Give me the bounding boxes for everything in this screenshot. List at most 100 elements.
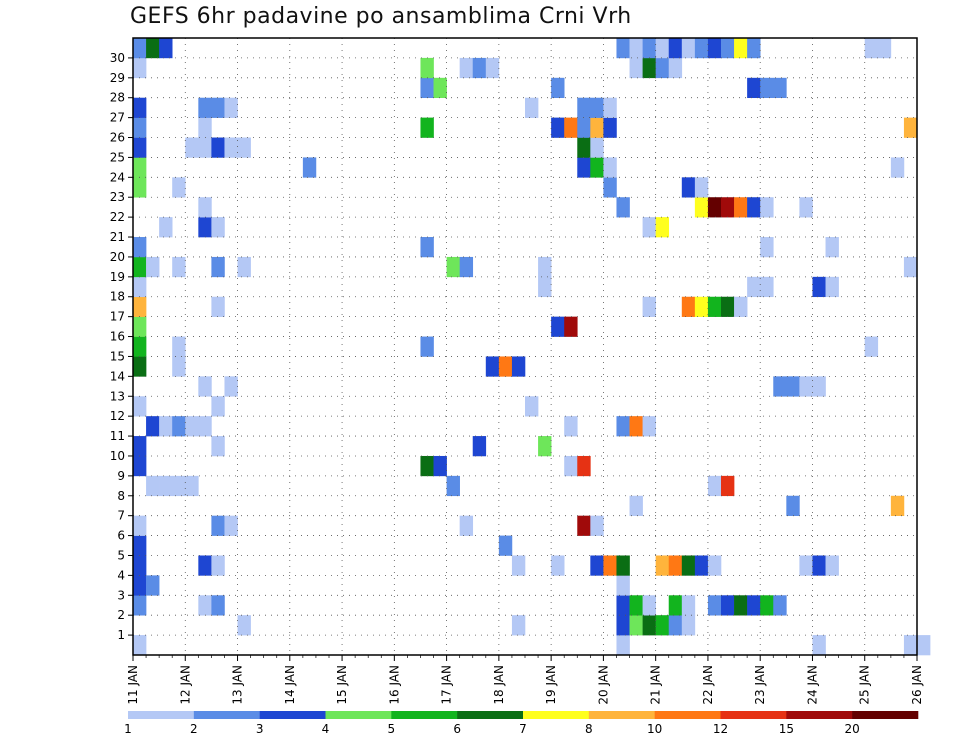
y-tick-label: 28 — [110, 91, 125, 105]
heatmap-cell — [629, 615, 643, 636]
heatmap-cell — [133, 117, 147, 138]
heatmap-cell — [681, 615, 696, 636]
heatmap-cell — [211, 396, 225, 417]
heatmap-cell — [133, 177, 147, 198]
heatmap-cell — [616, 38, 630, 59]
heatmap-cell — [668, 555, 683, 576]
legend-label: 2 — [190, 722, 198, 736]
color-legend: 1 2 3 4 5 6 7 8 10 12 15 20 — [124, 711, 919, 736]
heatmap-cell — [773, 595, 787, 616]
heatmap-cell — [734, 38, 748, 59]
heatmap-cell — [224, 376, 238, 397]
heatmap-cell — [812, 635, 826, 656]
heatmap-cell — [459, 256, 474, 278]
heatmap-cell — [694, 197, 709, 218]
heatmap-cell — [642, 38, 656, 59]
x-tick-label: 12 JAN — [178, 665, 192, 705]
y-tick-label: 14 — [110, 369, 125, 383]
legend-label: 10 — [647, 722, 662, 736]
heatmap-cell — [760, 197, 774, 218]
y-tick-label: 30 — [110, 51, 125, 65]
heatmap-cell — [590, 137, 604, 158]
heatmap-cell — [133, 555, 147, 576]
y-tick-label: 2 — [117, 608, 125, 622]
heatmap-cell — [420, 117, 434, 138]
heatmap-cell — [577, 455, 591, 477]
heatmap-cell — [903, 256, 918, 278]
heatmap-cell — [616, 197, 630, 218]
heatmap-cell — [577, 157, 591, 178]
heatmap-cell — [551, 77, 565, 99]
heatmap-cell — [668, 57, 683, 79]
y-axis: 1234567891011121314151617181920212223242… — [110, 51, 133, 642]
heatmap-cell — [538, 276, 552, 298]
legend-swatch — [128, 711, 195, 719]
heatmap-cell — [760, 595, 774, 616]
heatmap-cell — [721, 38, 735, 59]
heatmap-cells — [133, 38, 931, 656]
heatmap-cell — [786, 495, 800, 516]
heatmap-cell — [603, 555, 617, 576]
heatmap-cell — [825, 276, 839, 298]
heatmap-cell — [237, 615, 251, 636]
heatmap-cell — [721, 296, 735, 317]
y-tick-label: 20 — [110, 250, 125, 264]
heatmap-cell — [237, 256, 251, 278]
heatmap-cell — [590, 157, 604, 178]
heatmap-cell — [734, 595, 748, 616]
x-tick-label: 17 JAN — [440, 665, 454, 705]
heatmap-cell — [133, 635, 147, 656]
legend-label: 8 — [585, 722, 593, 736]
plot-frame — [132, 37, 918, 656]
heatmap-cell — [747, 197, 761, 218]
heatmap-cell — [185, 137, 199, 158]
y-tick-label: 9 — [117, 469, 125, 483]
heatmap-cell — [185, 416, 199, 437]
heatmap-cell — [198, 117, 212, 138]
heatmap-cell — [707, 38, 722, 59]
chart-title: GEFS 6hr padavine po ansamblima Crni Vrh — [130, 4, 632, 29]
heatmap-cell — [133, 515, 147, 536]
heatmap-cell — [159, 38, 173, 59]
heatmap-cell — [133, 336, 147, 357]
heatmap-cell — [211, 515, 225, 536]
x-axis: 11 JAN 12 JAN 13 JAN 14 JAN 15 JAN 16 JAN 17 J… — [126, 655, 924, 705]
y-tick-label: 29 — [110, 71, 125, 85]
heatmap-cell — [433, 77, 447, 99]
heatmap-cell — [603, 97, 617, 118]
heatmap-cell — [564, 117, 578, 138]
heatmap-cell — [681, 38, 696, 59]
heatmap-cell — [629, 495, 643, 516]
heatmap-cell — [525, 97, 539, 118]
heatmap-cell — [681, 296, 696, 317]
heatmap-cell — [133, 535, 147, 556]
heatmap-cell — [159, 217, 173, 238]
heatmap-cell — [525, 396, 539, 417]
heatmap-cell — [825, 237, 839, 258]
y-tick-label: 24 — [110, 170, 125, 184]
heatmap-cell — [707, 197, 722, 218]
heatmap-cell — [420, 455, 434, 477]
heatmap-cell — [707, 296, 722, 317]
gridlines — [133, 38, 917, 655]
heatmap-cell — [812, 276, 826, 298]
x-tick-label: 16 JAN — [387, 665, 401, 705]
heatmap-cell — [211, 296, 225, 317]
heatmap-cell — [799, 376, 813, 397]
heatmap-cell — [485, 57, 500, 79]
heatmap-cell — [133, 256, 147, 278]
legend-swatch — [325, 711, 392, 719]
heatmap-cell — [747, 595, 761, 616]
x-tick-label: 13 JAN — [231, 665, 245, 705]
heatmap-cell — [590, 117, 604, 138]
heatmap-cell — [707, 555, 722, 576]
heatmap-cell — [825, 555, 839, 576]
heatmap-cell — [603, 177, 617, 198]
x-tick-label: 20 JAN — [596, 665, 610, 705]
heatmap-cell — [734, 197, 748, 218]
heatmap-cell — [577, 117, 591, 138]
heatmap-cell — [498, 356, 513, 377]
heatmap-cell — [694, 38, 709, 59]
y-tick-label: 6 — [117, 529, 125, 543]
